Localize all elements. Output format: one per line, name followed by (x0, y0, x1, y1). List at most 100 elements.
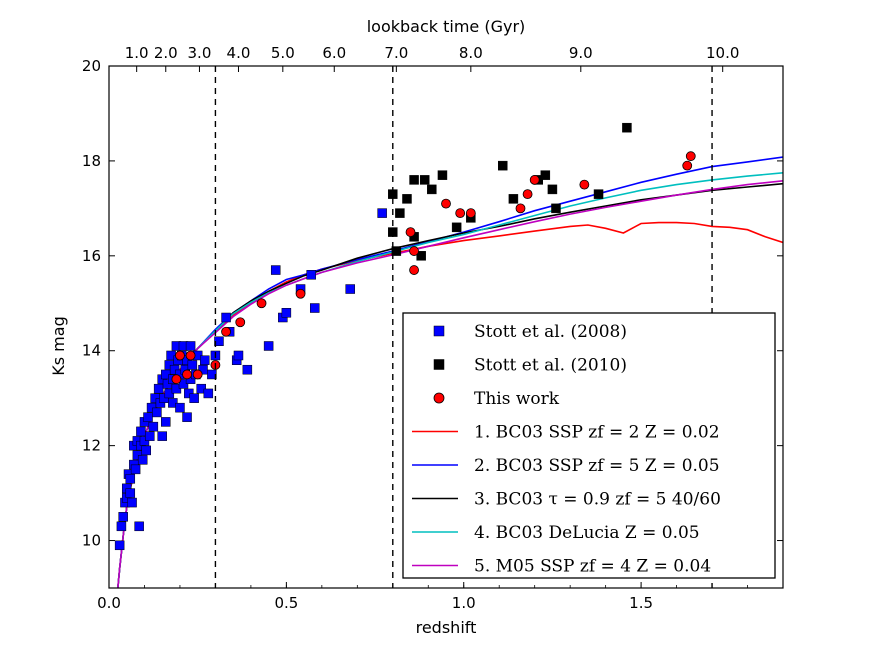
point-stott-et-al-2010 (540, 170, 551, 180)
point-stott-et-al-2008 (127, 497, 137, 508)
top-axis-title: lookback time (Gyr) (367, 17, 526, 36)
point-stott-et-al-2008 (137, 455, 148, 465)
point-stott-et-al-2008 (153, 383, 164, 394)
point-stott-et-al-2010 (451, 222, 462, 233)
point-stott-et-al-2010 (593, 189, 604, 199)
point-this-work (192, 369, 203, 380)
point-stott-et-al-2008 (143, 412, 153, 422)
point-stott-et-al-2008 (134, 521, 144, 532)
point-stott-et-al-2008 (345, 284, 355, 294)
point-stott-et-al-2008 (145, 431, 155, 441)
point-stott-et-al-2008 (114, 540, 125, 551)
point-this-work (175, 350, 185, 361)
point-stott-et-al-2010 (402, 194, 412, 204)
y-tick-label: 14 (82, 342, 101, 360)
point-stott-et-al-2008 (125, 474, 136, 484)
legend: Stott et al. (2008) Stott et al. (2010) Th… (402, 312, 776, 579)
point-stott-et-al-2008 (203, 388, 214, 399)
point-this-work (455, 208, 466, 219)
point-this-work (522, 189, 533, 200)
point-this-work (256, 298, 267, 309)
point-stott-et-al-2010 (622, 122, 632, 133)
point-stott-et-al-2008 (221, 312, 231, 323)
point-stott-et-al-2008 (270, 265, 281, 275)
point-stott-et-al-2010 (437, 170, 448, 180)
axes: 0.0 0.5 1.0 1.5 10 12 14 16 18 20 1.0 2.0 3.0 4.0 5.0 6… (82, 44, 784, 612)
point-stott-et-al-2010 (395, 208, 405, 218)
legend-label: 2. BC03 SSP zf = 5 Z = 0.05 (474, 456, 720, 476)
top-tick-label: 2.0 (154, 44, 178, 62)
point-this-work (515, 203, 526, 214)
top-tick-label: 1.0 (125, 44, 149, 62)
legend-label: 1. BC03 SSP zf = 2 Z = 0.02 (474, 423, 720, 443)
point-stott-et-al-2008 (125, 488, 136, 498)
top-tick-label: 9.0 (569, 44, 593, 62)
point-this-work (685, 151, 696, 162)
point-this-work (579, 179, 590, 190)
y-tick-label: 16 (82, 247, 101, 265)
x-axis-title: redshift (416, 618, 477, 637)
legend-label: Stott et al. (2008) (474, 322, 627, 342)
top-tick-label: 10.0 (706, 44, 739, 62)
point-stott-et-al-2008 (309, 303, 320, 313)
point-stott-et-al-2008 (233, 350, 244, 361)
point-stott-et-al-2010 (498, 160, 508, 171)
point-this-work (221, 326, 231, 337)
legend-box (402, 312, 776, 579)
point-stott-et-al-2008 (141, 445, 151, 456)
point-stott-et-al-2010 (551, 203, 561, 214)
y-tick-label: 20 (82, 57, 101, 75)
point-this-work (409, 265, 419, 275)
x-tick-label: 1.0 (452, 594, 476, 612)
legend-label: Stott et al. (2010) (474, 356, 627, 376)
point-stott-et-al-2008 (242, 364, 253, 375)
point-stott-et-al-2010 (427, 184, 437, 195)
point-stott-et-al-2010 (391, 246, 402, 256)
legend-label: 5. M05 SSP zf = 4 Z = 0.04 (474, 557, 711, 577)
top-tick-label: 6.0 (322, 44, 346, 62)
top-tick-label: 8.0 (459, 44, 483, 62)
point-stott-et-al-2008 (182, 412, 192, 422)
y-tick-label: 10 (82, 532, 101, 550)
point-this-work (441, 198, 451, 209)
point-this-work (171, 374, 182, 385)
point-stott-et-al-2008 (161, 417, 171, 427)
y-tick-label: 12 (82, 437, 101, 455)
legend-label: This work (474, 389, 560, 409)
x-tick-label: 0.5 (274, 594, 298, 612)
point-this-work (185, 350, 196, 361)
point-stott-et-al-2008 (263, 341, 274, 351)
point-stott-et-al-2008 (214, 336, 224, 346)
point-stott-et-al-2008 (118, 512, 128, 522)
point-this-work (682, 160, 693, 171)
point-stott-et-al-2010 (419, 175, 430, 185)
top-tick-label: 7.0 (384, 44, 408, 62)
point-stott-et-al-2008 (189, 393, 199, 403)
point-stott-et-al-2008 (377, 208, 387, 218)
point-stott-et-al-2010 (416, 251, 426, 261)
legend-label: 3. BC03 τ = 0.9 zf = 5 40/60 (474, 490, 721, 510)
legend-marker-this-work (433, 392, 445, 404)
point-stott-et-al-2010 (547, 184, 558, 195)
point-stott-et-al-2008 (152, 407, 162, 418)
point-stott-et-al-2008 (185, 341, 196, 351)
point-stott-et-al-2008 (175, 402, 185, 413)
point-this-work (409, 246, 419, 256)
legend-label: 4. BC03 DeLucia Z = 0.05 (474, 523, 700, 543)
point-stott-et-al-2008 (136, 426, 146, 437)
point-stott-et-al-2008 (157, 431, 167, 441)
legend-marker-stott-et-al-2008 (433, 325, 445, 337)
legend-marker-stott-et-al-2010 (433, 359, 445, 370)
point-this-work (235, 317, 246, 328)
point-this-work (182, 369, 192, 380)
point-stott-et-al-2008 (187, 360, 198, 370)
point-stott-et-al-2008 (148, 421, 159, 432)
point-this-work (405, 227, 416, 237)
point-stott-et-al-2008 (130, 464, 141, 475)
x-tick-label: 1.5 (629, 594, 653, 612)
x-tick-label: 0.0 (97, 594, 121, 612)
point-stott-et-al-2010 (409, 175, 419, 185)
data-points (114, 122, 696, 551)
point-this-work (529, 174, 540, 185)
y-axis-title: Ks mag (49, 316, 68, 375)
